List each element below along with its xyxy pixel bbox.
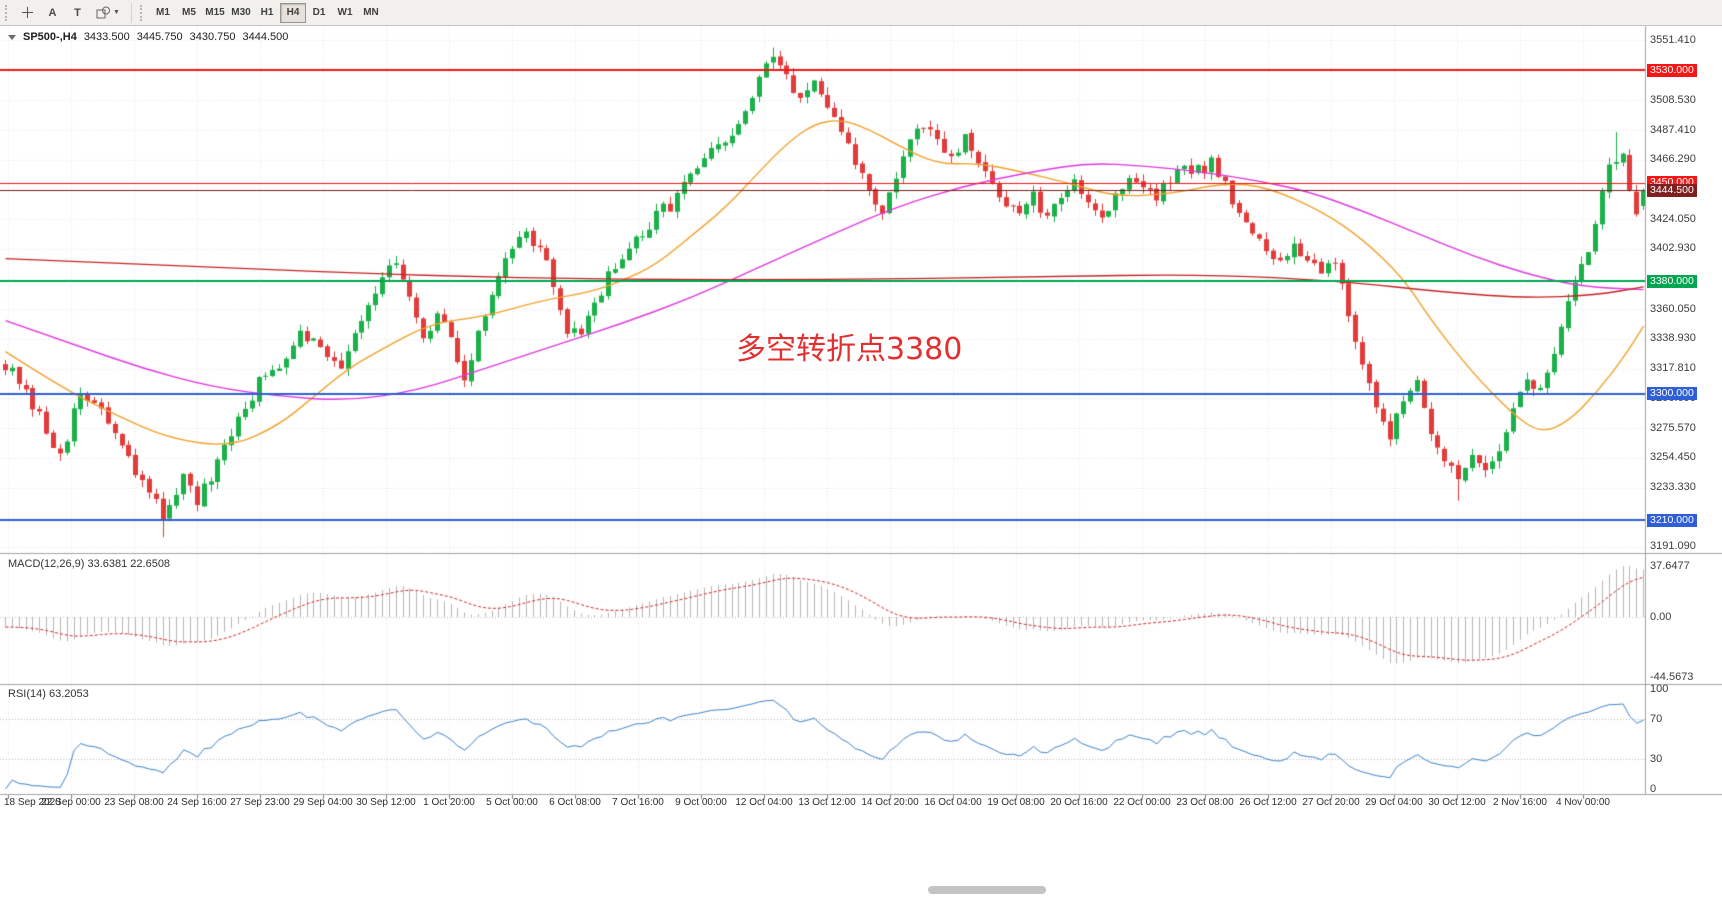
chart-title: SP500-,H4 3433.500 3445.750 3430.750 344… xyxy=(8,31,288,43)
timeframe-button-h4[interactable]: H4 xyxy=(280,2,306,23)
horizontal-scrollbar-thumb[interactable] xyxy=(928,886,1046,894)
crosshair-icon xyxy=(22,7,33,18)
timeframe-toolbar-grip[interactable] xyxy=(140,4,147,21)
symbol-dropdown-icon[interactable] xyxy=(8,34,16,40)
toolbar-separator xyxy=(131,2,132,23)
price-axis[interactable] xyxy=(1646,26,1722,794)
rsi-indicator-label: RSI(14) 63.2053 xyxy=(8,688,89,700)
crosshair-tool-button[interactable] xyxy=(16,3,39,23)
timeframe-button-w1[interactable]: W1 xyxy=(332,3,358,23)
toolbar: A T ▼ M1 M5 M15 M30 H1 H4 D1 W1 MN xyxy=(0,0,1722,26)
toolbar-grip[interactable] xyxy=(5,4,12,21)
macd-indicator-label: MACD(12,26,9) 33.6381 22.6508 xyxy=(8,558,171,570)
text-label-tool-button[interactable]: A xyxy=(41,3,64,23)
timeframe-button-d1[interactable]: D1 xyxy=(306,3,332,23)
chart-annotation: 多空转折点3380 xyxy=(736,332,963,367)
ohlc-open: 3433.500 xyxy=(83,31,130,43)
ohlc-close: 3444.500 xyxy=(242,31,289,43)
shapes-tool-button[interactable]: ▼ xyxy=(91,3,125,23)
timeframe-button-mn[interactable]: MN xyxy=(358,3,384,23)
shapes-icon xyxy=(96,6,111,19)
chart-symbol-label: SP500-,H4 xyxy=(23,31,77,43)
timeframe-button-h1[interactable]: H1 xyxy=(254,3,280,23)
timeframe-button-m15[interactable]: M15 xyxy=(202,3,228,23)
timeframe-button-m30[interactable]: M30 xyxy=(228,3,254,23)
chevron-down-icon: ▼ xyxy=(113,9,120,16)
text-tool-button[interactable]: T xyxy=(66,3,89,23)
ohlc-high: 3445.750 xyxy=(136,31,183,43)
timeframe-group: M1 M5 M15 M30 H1 H4 D1 W1 MN xyxy=(150,2,384,23)
time-axis[interactable] xyxy=(0,795,1645,813)
ohlc-low: 3430.750 xyxy=(189,31,236,43)
timeframe-button-m5[interactable]: M5 xyxy=(176,3,202,23)
timeframe-button-m1[interactable]: M1 xyxy=(150,3,176,23)
